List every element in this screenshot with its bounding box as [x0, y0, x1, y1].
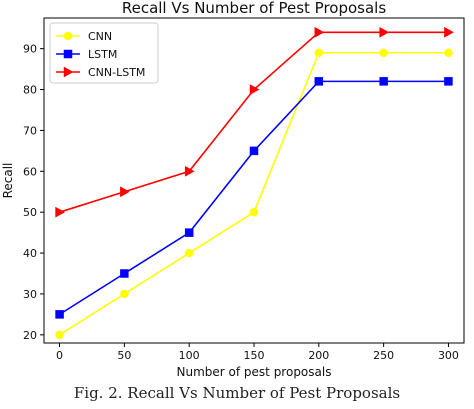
legend-entry: LSTM — [56, 48, 117, 61]
y-tick-label: 30 — [23, 288, 37, 301]
data-point-square — [249, 146, 259, 156]
data-point-circle — [249, 207, 259, 217]
data-point-circle — [184, 248, 194, 258]
y-axis-ticks: 20 30 40 50 60 70 80 90 — [23, 43, 44, 342]
legend-entry: CNN — [56, 30, 112, 43]
data-point-square — [55, 310, 64, 319]
recall-line-chart: Recall Vs Number of Pest Proposals 0 50 10… — [1, 0, 465, 379]
series-lstm — [55, 77, 453, 319]
data-point-triangle — [249, 84, 260, 95]
data-point-circle — [120, 289, 129, 299]
legend-label: CNN-LSTM — [88, 66, 145, 79]
data-point-square — [120, 269, 129, 278]
y-tick-label: 50 — [23, 206, 37, 219]
x-axis-label: Number of pest proposals — [177, 365, 332, 379]
data-point-square — [184, 228, 194, 237]
y-tick-label: 70 — [23, 124, 37, 137]
data-point-triangle — [379, 26, 390, 38]
x-tick-label: 300 — [438, 349, 459, 362]
data-point-square — [444, 77, 453, 86]
x-tick-label: 100 — [179, 349, 200, 362]
figure-caption: Fig. 2. Recall Vs Number of Pest Proposa… — [73, 384, 401, 402]
y-tick-label: 90 — [23, 43, 37, 56]
y-tick-label: 40 — [23, 247, 37, 260]
data-point-triangle — [120, 186, 130, 198]
data-point-circle — [63, 31, 73, 41]
x-tick-label: 0 — [56, 349, 63, 362]
y-axis-label: Recall — [1, 163, 15, 199]
series-cnn-lstm — [55, 26, 454, 218]
chart-title: Recall Vs Number of Pest Proposals — [122, 0, 386, 17]
data-point-triangle — [444, 26, 454, 38]
x-axis-ticks: 0 50 100 150 200 250 300 — [56, 343, 459, 362]
y-tick-label: 20 — [23, 329, 37, 342]
x-tick-label: 250 — [373, 349, 394, 362]
data-point-triangle — [63, 66, 74, 78]
data-point-triangle — [184, 165, 195, 177]
legend-label: LSTM — [88, 48, 117, 61]
series-cnn — [55, 48, 453, 340]
x-tick-label: 150 — [244, 349, 265, 362]
data-point-square — [314, 77, 324, 86]
y-tick-label: 60 — [23, 165, 37, 178]
x-tick-label: 50 — [117, 349, 131, 362]
y-tick-label: 80 — [23, 84, 37, 97]
data-point-circle — [55, 330, 64, 340]
legend-label: CNN — [88, 30, 112, 43]
x-tick-label: 200 — [308, 349, 329, 362]
data-point-circle — [314, 48, 324, 57]
legend: CNN LSTM CNN-LSTM — [49, 22, 159, 84]
data-point-square — [379, 77, 388, 86]
legend-box — [49, 22, 159, 84]
data-point-triangle — [55, 206, 66, 218]
data-point-triangle — [314, 26, 325, 38]
data-point-circle — [379, 48, 388, 57]
series-group — [55, 26, 454, 340]
data-point-circle — [444, 48, 453, 57]
data-point-square — [63, 49, 73, 59]
legend-entry: CNN-LSTM — [56, 66, 145, 79]
